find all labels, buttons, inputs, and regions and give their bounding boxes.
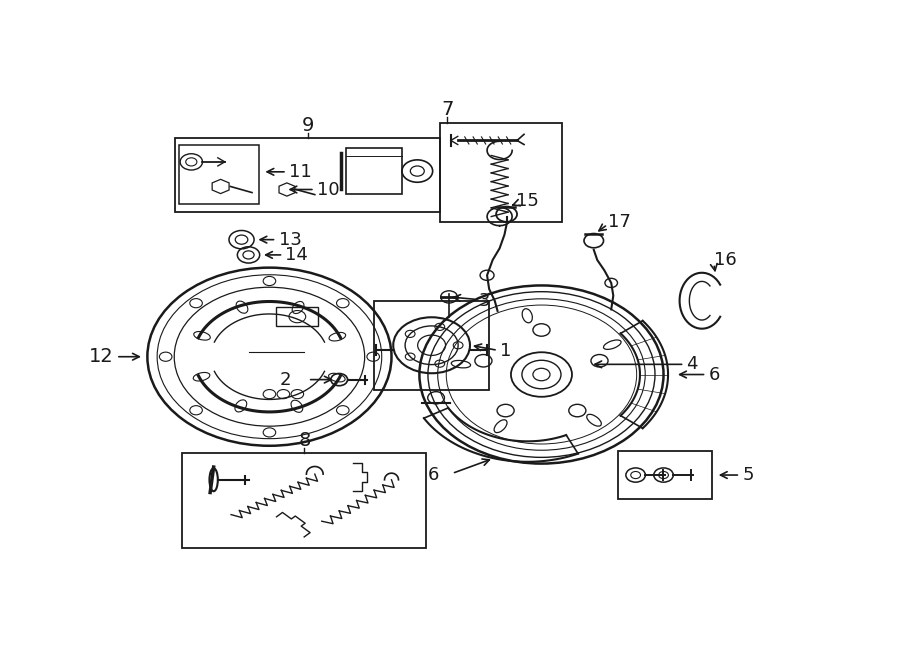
Text: 5: 5 [742,466,754,484]
Text: 15: 15 [516,192,538,210]
Text: 1: 1 [500,342,511,360]
Text: 17: 17 [608,213,631,231]
Text: 16: 16 [714,251,736,269]
Text: 8: 8 [298,431,310,450]
Text: 4: 4 [686,356,698,373]
Bar [276,307,319,326]
Text: 6: 6 [708,366,720,383]
Text: 2: 2 [280,371,292,389]
Bar [182,453,427,547]
Text: 13: 13 [278,231,302,249]
Text: 9: 9 [302,116,314,135]
Text: 14: 14 [285,246,309,264]
Text: 11: 11 [289,163,311,181]
Text: 6: 6 [428,466,439,484]
Text: 10: 10 [317,180,339,198]
Bar [176,138,440,212]
Text: 3: 3 [479,292,490,310]
Text: 7: 7 [441,100,454,120]
Bar [374,301,490,390]
Bar [618,451,713,499]
Bar [179,145,259,204]
Text: 12: 12 [89,347,114,366]
Bar [440,122,562,222]
Bar [346,148,402,194]
